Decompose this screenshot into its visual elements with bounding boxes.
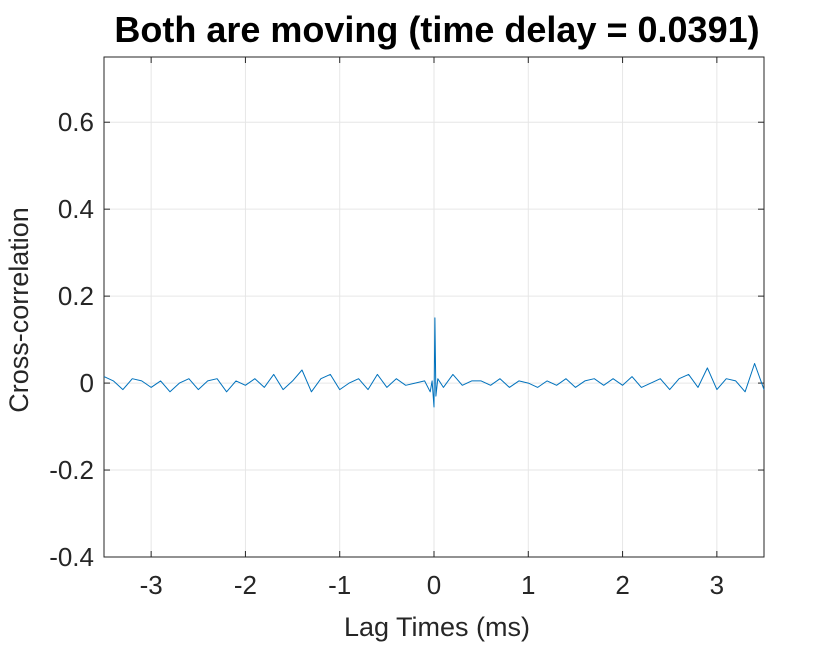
y-tick-label: -0.2	[49, 455, 94, 485]
x-tick-label: -2	[234, 570, 257, 600]
x-tick-label: 3	[710, 570, 724, 600]
x-tick-label: 1	[521, 570, 535, 600]
y-axis-label: Cross-correlation	[4, 207, 34, 413]
series-group	[103, 317, 765, 408]
chart-title: Both are moving (time delay = 0.0391)	[114, 9, 759, 50]
y-tick-label: 0.6	[58, 107, 94, 137]
x-axis-label: Lag Times (ms)	[344, 612, 530, 642]
x-axis-ticks: -3 -2 -1 0 1 2 3	[140, 57, 724, 600]
grid-lines	[104, 57, 764, 558]
y-tick-label: 0	[80, 368, 94, 398]
x-tick-label: -3	[140, 570, 163, 600]
y-tick-label: -0.4	[49, 542, 94, 572]
y-axis-ticks: -0.4 -0.2 0 0.2 0.4 0.6	[49, 107, 764, 572]
x-tick-label: 2	[615, 570, 629, 600]
x-tick-label: 0	[427, 570, 441, 600]
x-tick-label: -1	[328, 570, 351, 600]
y-tick-label: 0.4	[58, 194, 94, 224]
series-line	[103, 317, 765, 408]
y-tick-label: 0.2	[58, 281, 94, 311]
